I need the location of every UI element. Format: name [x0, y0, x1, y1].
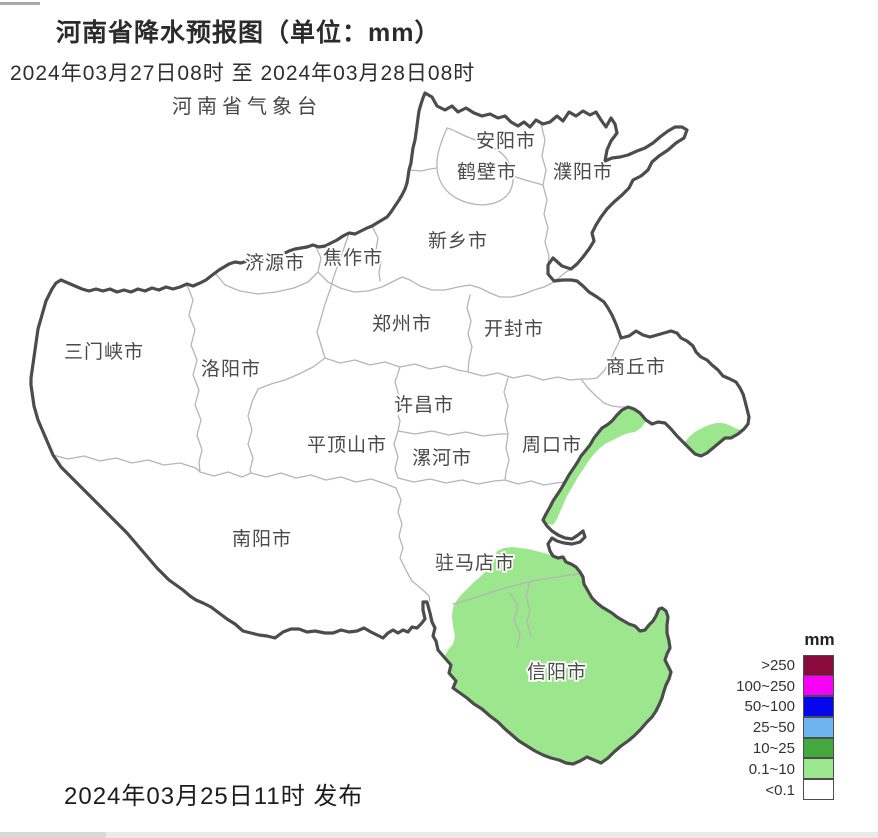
legend-row: 100~250	[700, 675, 840, 697]
city-label: 南阳市	[232, 528, 292, 550]
legend-range-label: 50~100	[744, 698, 795, 716]
city-label: 信阳市	[527, 661, 587, 683]
legend-range-label: 10~25	[752, 740, 795, 758]
city-label: 许昌市	[394, 394, 454, 416]
legend-color-swatch	[803, 779, 834, 801]
city-label: 开封市	[484, 318, 544, 340]
legend-rows: >250 100~250 50~100 25~50 10~25 0.1~10 <0.1	[700, 655, 840, 801]
city-label: 商丘市	[606, 356, 666, 378]
legend-row: <0.1	[700, 779, 840, 801]
valid-period: 2024年03月27日08时 至 2024年03月28日08时	[10, 62, 476, 85]
city-label: 周口市	[522, 434, 582, 456]
legend-row: 25~50	[700, 716, 840, 738]
legend-row: >250	[700, 655, 840, 676]
city-label: 安阳市	[476, 130, 536, 152]
agency-name: 河南省气象台	[172, 96, 322, 118]
legend-color-swatch	[803, 675, 834, 697]
city-label: 济源市	[245, 252, 305, 274]
rain-area-shangqiu-corner	[684, 419, 749, 456]
legend-range-label: 100~250	[736, 677, 795, 695]
legend-color-swatch	[803, 655, 834, 676]
city-label: 新乡市	[428, 230, 488, 252]
legend-unit-label: mm	[804, 630, 835, 649]
legend-color-swatch	[803, 716, 834, 738]
rain-area-xinyang	[444, 547, 671, 764]
city-label: 驻马店市	[435, 552, 515, 574]
city-label: 焦作市	[323, 247, 383, 269]
legend-range-label: >250	[761, 656, 795, 674]
city-label: 濮阳市	[553, 161, 613, 183]
city-label: 洛阳市	[201, 358, 261, 380]
page-title: 河南省降水预报图（单位：mm）	[56, 19, 441, 47]
rain-area-zhoukou-border-strip	[543, 407, 646, 525]
city-label: 三门峡市	[64, 341, 144, 363]
city-label: 漯河市	[412, 447, 472, 469]
legend-color-swatch	[803, 696, 834, 717]
legend-row: 10~25	[700, 737, 840, 759]
city-label: 郑州市	[372, 313, 432, 335]
legend-color-swatch	[803, 758, 834, 780]
issue-time: 2024年03月25日11时 发布	[64, 783, 364, 810]
city-boundaries	[52, 123, 629, 649]
bottom-edge-strip-left	[0, 832, 106, 838]
city-label: 鹤壁市	[457, 161, 517, 183]
bottom-edge-strip	[0, 832, 878, 838]
precip-legend: mm >250 100~250 50~100 25~50 10~25 0.1~10 <0.1	[700, 629, 840, 801]
legend-color-swatch	[803, 737, 834, 759]
legend-range-label: 0.1~10	[748, 760, 795, 778]
legend-range-label: 25~50	[752, 719, 795, 737]
legend-row: 0.1~10	[700, 758, 840, 780]
legend-row: 50~100	[700, 696, 840, 718]
top-left-tick	[0, 2, 40, 5]
legend-range-label: <0.1	[765, 781, 795, 799]
city-label: 平顶山市	[307, 434, 387, 456]
